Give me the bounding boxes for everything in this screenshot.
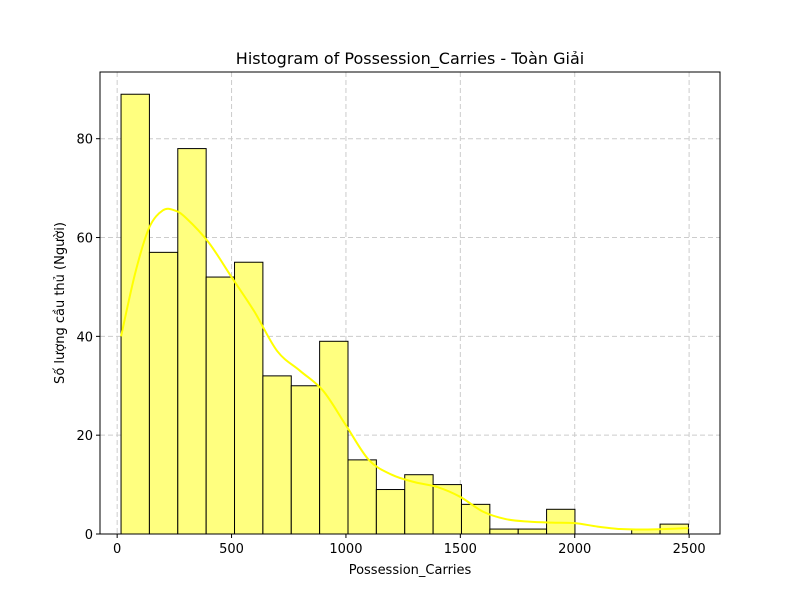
y-tick-label: 0 <box>85 528 93 543</box>
histogram-bar <box>517 528 548 535</box>
histogram-bar <box>489 528 519 535</box>
chart-title: Histogram of Possession_Carries - Toàn G… <box>236 49 584 69</box>
histogram-bar <box>460 503 491 535</box>
kde-curve-group <box>120 207 689 531</box>
x-tick-label: 2000 <box>558 542 591 557</box>
histogram-bar <box>432 484 462 535</box>
histogram-bar <box>347 459 377 535</box>
histogram-bar <box>290 385 321 535</box>
x-tick-label: 0 <box>113 542 121 557</box>
histogram-bar <box>262 375 292 535</box>
y-axis-label: Số lượng cầu thủ (Người) <box>53 222 68 384</box>
x-tick-label: 2500 <box>673 542 706 557</box>
y-axis-ticks: 0 20 40 60 80 <box>76 133 100 543</box>
histogram-bar <box>148 251 179 535</box>
x-axis-label: Possession_Carries <box>349 563 472 578</box>
x-axis-ticks: 0 500 1000 1500 2000 2500 <box>113 534 706 557</box>
kde-curve <box>120 207 689 531</box>
histogram-bar <box>205 276 236 535</box>
x-tick-label: 1500 <box>444 542 477 557</box>
y-tick-label: 60 <box>76 232 93 247</box>
y-tick-label: 80 <box>76 133 93 148</box>
plot-frame <box>99 71 721 535</box>
x-tick-label: 500 <box>219 542 244 557</box>
histogram-bars <box>120 93 689 535</box>
histogram-bar <box>319 340 349 535</box>
y-tick-label: 40 <box>76 330 93 345</box>
y-tick-label: 20 <box>76 429 93 444</box>
x-tick-label: 1000 <box>329 542 362 557</box>
histogram-bar <box>177 148 207 535</box>
histogram-bar <box>375 489 406 535</box>
